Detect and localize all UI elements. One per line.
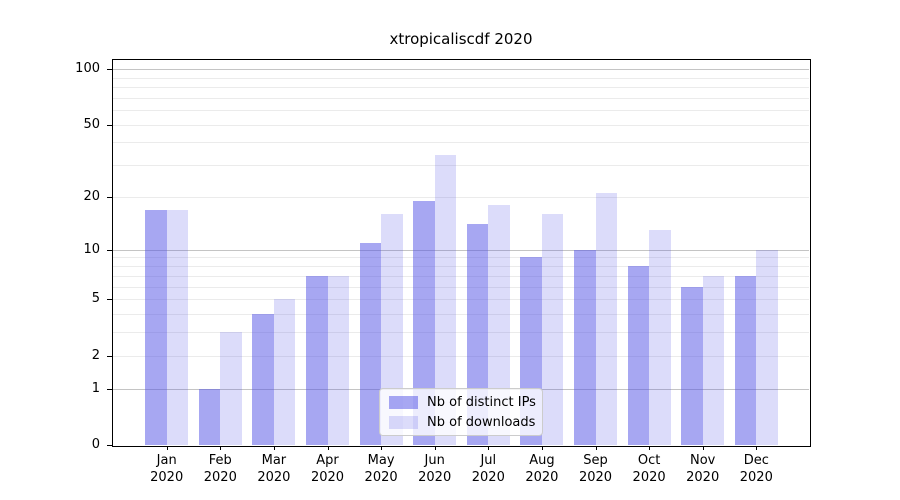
legend-item-downloads: Nb of downloads: [389, 415, 542, 430]
bar-downloads-jul: [488, 205, 510, 445]
gridline-minor-20: [113, 197, 809, 198]
bar-distinct-ips-jan: [145, 209, 167, 445]
x-tick-label-nov: Nov 2020: [686, 453, 720, 485]
x-tick-mark-sep: [595, 446, 597, 450]
x-tick-mark-dec: [756, 446, 758, 450]
y-tick-mark-1: [107, 388, 112, 390]
gridline-minor-5: [113, 299, 809, 300]
bar-downloads-feb: [220, 332, 242, 445]
bar-downloads-dec: [756, 249, 778, 445]
y-tick-label-5: 5: [91, 291, 100, 306]
x-tick-mark-mar: [273, 446, 276, 450]
y-tick-label-1: 1: [91, 380, 100, 396]
y-tick-mark-100: [107, 69, 112, 71]
y-tick-label-10: 10: [83, 241, 100, 257]
y-tick-mark-10: [107, 249, 112, 251]
bar-downloads-apr: [327, 275, 349, 445]
gridline-minor-8: [113, 266, 809, 267]
x-tick-mark-jul: [488, 446, 490, 450]
x-tick-label-aug: Aug 2020: [525, 453, 559, 485]
y-tick-mark-50: [107, 124, 112, 126]
x-tick-mark-nov: [702, 446, 704, 450]
x-tick-label-oct: Oct 2020: [632, 453, 666, 485]
bar-distinct-ips-mar: [252, 313, 274, 445]
bar-distinct-ips-nov: [681, 286, 703, 445]
y-tick-mark-20: [107, 197, 112, 199]
chart-title: xtropicaliscdf 2020: [389, 30, 533, 48]
gridline-minor-3: [113, 332, 809, 334]
legend-swatch-downloads-icon: [389, 415, 418, 429]
gridline-major-10: [113, 249, 809, 251]
x-tick-label-feb: Feb 2020: [203, 453, 237, 485]
gridline-minor-7: [113, 275, 809, 277]
gridline-minor-6: [113, 286, 809, 288]
y-tick-label-50: 50: [83, 116, 100, 132]
legend-item-distinct-ips: Nb of distinct IPs: [389, 395, 542, 410]
gridline-minor-60: [113, 110, 809, 112]
bar-downloads-sep: [595, 193, 617, 445]
bar-distinct-ips-oct: [627, 266, 650, 445]
y-tick-label-2: 2: [91, 347, 100, 363]
bar-downloads-mar: [273, 299, 296, 445]
x-tick-label-may: May 2020: [364, 453, 398, 485]
y-tick-mark-2: [107, 355, 112, 357]
bar-downloads-nov: [702, 275, 725, 445]
x-tick-label-jun: Jun 2020: [418, 453, 452, 485]
x-tick-mark-oct: [649, 446, 651, 450]
bar-distinct-ips-jun: [413, 200, 435, 445]
gridline-major-100: [113, 69, 809, 70]
x-tick-label-mar: Mar 2020: [257, 453, 291, 485]
gridline-minor-2: [113, 355, 809, 357]
y-tick-mark-5: [107, 299, 112, 301]
x-tick-mark-may: [381, 446, 383, 450]
legend-swatch-distinct-ips-icon: [389, 395, 418, 409]
gridline-minor-90: [113, 77, 809, 79]
bar-distinct-ips-sep: [574, 249, 596, 445]
bar-downloads-jun: [434, 155, 457, 445]
y-tick-label-100: 100: [75, 61, 100, 76]
x-tick-mark-jan: [166, 446, 168, 450]
legend-label-downloads: Nb of downloads: [427, 414, 536, 430]
bar-distinct-ips-apr: [306, 275, 328, 445]
y-tick-label-20: 20: [83, 189, 100, 204]
y-tick-label-0: 0: [91, 437, 100, 452]
y-tick-mark-0: [107, 445, 112, 447]
bar-downloads-jan: [166, 209, 189, 445]
x-tick-mark-jun: [434, 446, 436, 450]
gridline-minor-40: [113, 142, 809, 144]
legend-label-distinct-ips: Nb of distinct IPs: [427, 394, 536, 410]
gridline-minor-30: [113, 165, 809, 167]
bar-distinct-ips-feb: [198, 388, 221, 445]
bar-distinct-ips-dec: [734, 275, 757, 445]
bar-downloads-oct: [649, 230, 671, 445]
gridline-minor-4: [113, 313, 809, 315]
x-tick-mark-apr: [327, 446, 329, 450]
x-tick-mark-aug: [541, 446, 544, 450]
gridline-minor-9: [113, 257, 809, 259]
x-tick-mark-feb: [220, 446, 222, 450]
bar-downloads-may: [381, 214, 403, 445]
x-tick-label-apr: Apr 2020: [310, 453, 345, 485]
x-tick-label-jul: Jul 2020: [471, 453, 505, 485]
x-tick-label-jan: Jan 2020: [150, 453, 184, 485]
gridline-minor-50: [113, 124, 809, 126]
bar-downloads-aug: [541, 214, 564, 445]
gridline-minor-70: [113, 97, 809, 99]
x-tick-label-dec: Dec 2020: [739, 453, 773, 485]
gridline-minor-80: [113, 87, 809, 88]
legend: Nb of distinct IPs Nb of downloads: [379, 388, 543, 436]
x-tick-label-sep: Sep 2020: [578, 453, 613, 485]
bar-distinct-ips-may: [359, 242, 382, 445]
